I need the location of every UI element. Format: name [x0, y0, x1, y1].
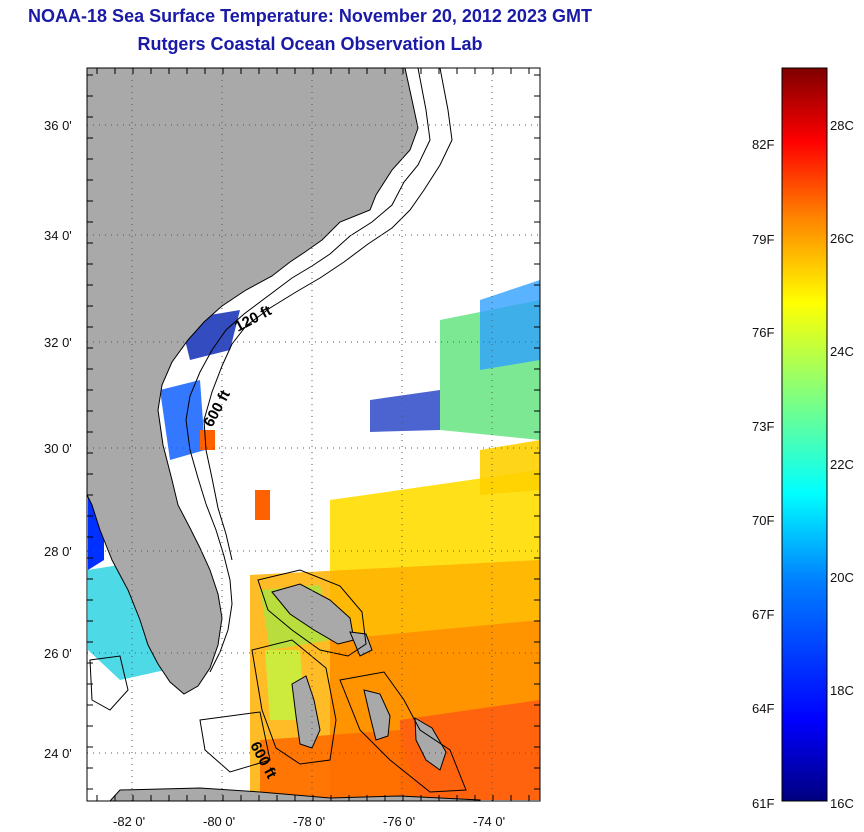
lon-label: -80 0': [203, 814, 235, 829]
colorbar-f-label: 61F: [752, 796, 774, 811]
lat-label: 28 0': [44, 544, 72, 559]
colorbar-c-label: 24C: [830, 344, 854, 359]
colorbar-c-label: 16C: [830, 796, 854, 811]
map-content: 120 ft 600 ft 600 ft: [87, 68, 540, 801]
axis-ticks: [87, 68, 540, 801]
colorbar-fahrenheit-labels: 82F 79F 76F 73F 70F 67F 64F 61F: [752, 137, 774, 811]
colorbar-f-label: 73F: [752, 419, 774, 434]
latitude-labels: 24 0' 26 0' 28 0' 30 0' 32 0' 34 0' 36 0…: [44, 118, 72, 761]
lon-label: -76 0': [383, 814, 415, 829]
colorbar-f-label: 76F: [752, 325, 774, 340]
colorbar-f-label: 67F: [752, 607, 774, 622]
colorbar-celsius-labels: 28C 26C 24C 22C 20C 18C 16C: [830, 118, 854, 811]
lon-label: -74 0': [473, 814, 505, 829]
landmass-us: [87, 68, 419, 695]
colorbar-f-label: 79F: [752, 232, 774, 247]
colorbar-c-label: 28C: [830, 118, 854, 133]
depth-contours: [89, 68, 467, 793]
lon-label: -78 0': [293, 814, 325, 829]
lat-label: 26 0': [44, 646, 72, 661]
colorbar-c-label: 18C: [830, 683, 854, 698]
colorbar-c-label: 22C: [830, 457, 854, 472]
colorbar: [781, 67, 828, 802]
colorbar-f-label: 82F: [752, 137, 774, 152]
colorbar-f-label: 70F: [752, 513, 774, 528]
lat-label: 24 0': [44, 746, 72, 761]
colorbar-f-label: 64F: [752, 701, 774, 716]
colorbar-c-label: 20C: [830, 570, 854, 585]
map-subtitle: Rutgers Coastal Ocean Observation Lab: [137, 34, 483, 54]
lat-label: 34 0': [44, 228, 72, 243]
colorbar-c-label: 26C: [830, 231, 854, 246]
map-grid: [87, 68, 540, 801]
landmass-south: [109, 787, 481, 801]
lat-label: 36 0': [44, 118, 72, 133]
bahamas-islands: [271, 583, 447, 771]
lat-label: 32 0': [44, 335, 72, 350]
map-title: NOAA-18 Sea Surface Temperature: Novembe…: [28, 6, 592, 26]
lon-label: -82 0': [113, 814, 145, 829]
lat-label: 30 0': [44, 441, 72, 456]
longitude-labels: -82 0' -80 0' -78 0' -76 0' -74 0': [113, 814, 505, 829]
